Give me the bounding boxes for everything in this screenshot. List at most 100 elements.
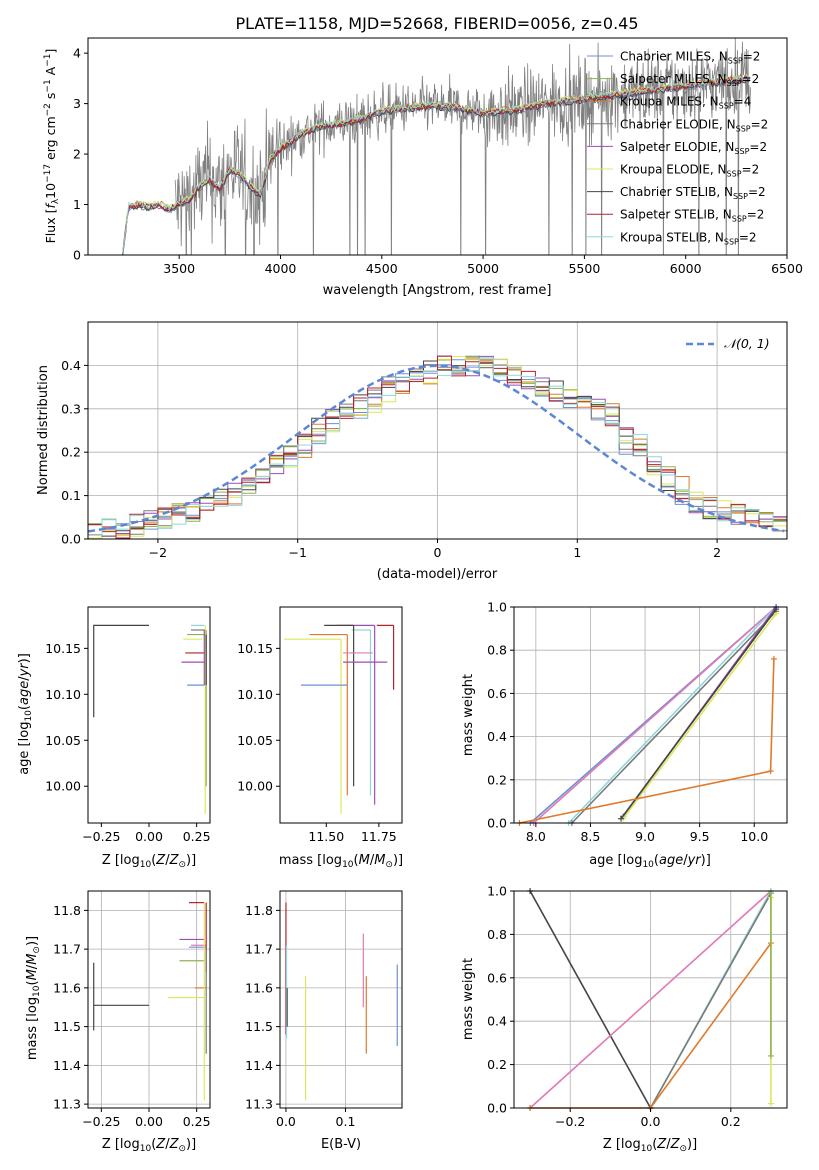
mass-vs-ebv-panel: 0.0 0.1 11.3 11.4 11.5 11.6 11.7 11.8 E(B-V)	[245, 890, 403, 1152]
spectrum-legend-label-5: Kroupa ELODIE, NSSP=2	[620, 163, 759, 179]
mass-vs-ebv-frame	[279, 890, 403, 1109]
age-vs-z-ylabel: age [log10(age/yr)]	[17, 653, 34, 775]
spectrum-data-line	[174, 38, 751, 255]
mass-z-ytick-label-2: 11.5	[53, 1019, 81, 1034]
mass-z-xtick-label-1: 0.00	[135, 1114, 163, 1129]
residual-ytick-label-2: 0.2	[61, 445, 81, 460]
age-mass-ytick-label-2: 10.10	[237, 687, 273, 702]
svg-text:mass [log10(M/M⊙)]: mass [log10(M/M⊙)]	[25, 936, 42, 1060]
massweight-z-ytick-label-3: 0.6	[487, 970, 507, 985]
mass-ebv-ytick-label-4: 11.7	[245, 942, 273, 957]
massweight-vs-age-ylabel: mass weight	[461, 674, 476, 756]
spectrum-xtick-label-1: 4000	[265, 261, 297, 276]
massweight-z-line-0	[529, 890, 652, 1109]
spectrum-xtick-label-5: 6000	[670, 261, 702, 276]
spectrum-legend-label-8: Kroupa STELIB, NSSP=2	[620, 230, 757, 246]
spectrum-legend-label-4: Salpeter ELODIE, NSSP=2	[620, 140, 767, 156]
mass-ebv-ytick-label-0: 11.3	[245, 1097, 273, 1112]
spectrum-legend-label-2: Kroupa MILES, NSSP=4	[620, 95, 751, 111]
massweight-vs-z-panel: −0.2 0.0 0.2 0.0 0.2 0.4 0.6 0.8 1.0 Z [log10(Z/…	[461, 884, 788, 1154]
age-z-mark-0	[93, 624, 149, 718]
massweight-z-ytick-label-5: 1.0	[487, 884, 507, 899]
mass-z-xtick-label-0: −0.25	[82, 1114, 120, 1129]
mass-z-ytick-label-4: 11.7	[53, 942, 81, 957]
massweight-z-point-6-0	[767, 1052, 774, 1059]
spectrum-panel: 3500 4000 4500 5000 5500 6000 6500 0 1 2 3 4 wavele…	[43, 37, 803, 298]
age-z-xtick-label-1: 0.00	[135, 829, 163, 844]
spectrum-axes-frame	[87, 37, 788, 256]
massweight-z-xtick-label-0: −0.2	[555, 1114, 585, 1129]
age-mass-xtick-label-0: 11.50	[308, 829, 344, 844]
massweight-age-point-6-0	[618, 815, 625, 822]
age-vs-mass-panel: 11.50 11.75 10.00 10.05 10.10 10.15 mass [log…	[237, 606, 403, 870]
spectrum-legend: Chabrier MILES, NSSP=2 Salpeter MILES, NS…	[587, 50, 768, 246]
massweight-z-point-5-0	[767, 1100, 774, 1107]
age-z-xtick-label-2: 0.25	[183, 829, 211, 844]
age-z-ytick-label-1: 10.05	[45, 733, 81, 748]
spectrum-xlabel: wavelength [Angstrom, rest frame]	[323, 283, 552, 298]
massweight-z-line-3	[649, 892, 772, 1109]
spectrum-ytick-label-4: 4	[73, 46, 81, 61]
age-z-xtick-label-0: −0.25	[82, 829, 120, 844]
mass-z-marks	[93, 902, 207, 1101]
massweight-vs-z-xlabel: Z [log10(Z/Z⊙)]	[603, 1137, 697, 1154]
residual-xtick-label-3: 1	[573, 545, 581, 560]
massweight-age-line-6	[620, 608, 777, 820]
mass-z-ytick-label-0: 11.3	[53, 1097, 81, 1112]
massweight-age-ytick-label-3: 0.6	[487, 686, 507, 701]
age-vs-mass-frame	[279, 606, 403, 824]
massweight-age-line-1	[533, 606, 777, 824]
age-z-ytick-label-0: 10.00	[45, 779, 81, 794]
age-vs-z-panel: −0.25 0.00 0.25 10.00 10.05 10.10 10.15 Z [log…	[17, 606, 211, 870]
massweight-age-ytick-label-4: 0.8	[487, 643, 507, 658]
mass-z-xtick-label-2: 0.25	[183, 1114, 211, 1129]
massweight-age-xtick-label-4: 10.0	[740, 829, 768, 844]
spectrum-xtick-label-0: 3500	[163, 261, 195, 276]
massweight-age-line-5	[622, 613, 777, 820]
svg-text:age [log10(age/yr)]: age [log10(age/yr)]	[17, 653, 34, 775]
massweight-vs-age-frame	[513, 606, 788, 824]
mass-ebv-xtick-label-0: 0.0	[276, 1114, 296, 1129]
spectrum-xtick-label-3: 5000	[467, 261, 499, 276]
residual-ytick-label-1: 0.1	[61, 488, 81, 503]
massweight-z-line-1	[529, 890, 772, 1109]
massweight-age-xtick-label-1: 8.5	[580, 829, 600, 844]
spectrum-ytick-label-2: 2	[73, 147, 81, 162]
age-mass-marks	[284, 624, 395, 814]
mass-ebv-ytick-label-2: 11.5	[245, 1019, 273, 1034]
mass-vs-ebv-xlabel: E(B-V)	[321, 1137, 361, 1152]
residual-hist-8	[88, 357, 787, 539]
mass-ebv-xtick-label-1: 0.1	[336, 1114, 356, 1129]
spectrum-ytick-label-1: 1	[73, 197, 81, 212]
mass-ebv-ytick-label-5: 11.8	[245, 903, 273, 918]
residual-legend-label: 𝒩(0, 1)	[724, 336, 770, 351]
spectrum-xtick-label-6: 6500	[771, 261, 803, 276]
residual-ytick-label-4: 0.4	[61, 358, 81, 373]
residual-ytick-label-3: 0.3	[61, 401, 81, 416]
spectrum-xtick-label-2: 4500	[366, 261, 398, 276]
age-z-ytick-label-3: 10.15	[45, 641, 81, 656]
residual-distribution-panel: −2 −1 0 1 2 0.0 0.1 0.2 0.3 0.4 (data-model)/erro…	[36, 321, 788, 582]
massweight-vs-age-panel: 8.0 8.5 9.0 9.5 10.0 0.0 0.2 0.4 0.6 0.8 1.0 age […	[461, 600, 788, 870]
massweight-age-xtick-label-2: 9.0	[635, 829, 655, 844]
age-mass-ytick-label-1: 10.05	[237, 733, 273, 748]
massweight-age-ytick-label-1: 0.2	[487, 772, 507, 787]
age-mass-xtick-label-1: 11.75	[361, 829, 397, 844]
age-z-marks	[93, 624, 207, 814]
mass-vs-z-panel: −0.25 0.00 0.25 11.3 11.4 11.5 11.6 11.7 11.8 Z …	[25, 890, 211, 1154]
spectrum-xtick-label-4: 5500	[568, 261, 600, 276]
massweight-vs-age-xlabel: age [log10(age/yr)]	[589, 853, 711, 870]
spectrum-legend-label-0: Chabrier MILES, NSSP=2	[620, 50, 760, 66]
residual-normal-curve	[88, 364, 785, 533]
age-vs-z-xlabel: Z [log10(Z/Z⊙)]	[102, 853, 196, 870]
massweight-vs-z-ylabel: mass weight	[461, 958, 476, 1040]
residual-xtick-label-0: −2	[149, 545, 167, 560]
massweight-age-line-3	[571, 610, 777, 824]
massweight-age-line-2	[568, 606, 777, 824]
massweight-age-xtick-label-3: 9.5	[690, 829, 710, 844]
massweight-z-ytick-label-2: 0.4	[487, 1014, 507, 1029]
massweight-z-xtick-label-1: 0.0	[641, 1114, 661, 1129]
residual-series	[88, 355, 787, 539]
age-z-ytick-label-2: 10.10	[45, 687, 81, 702]
